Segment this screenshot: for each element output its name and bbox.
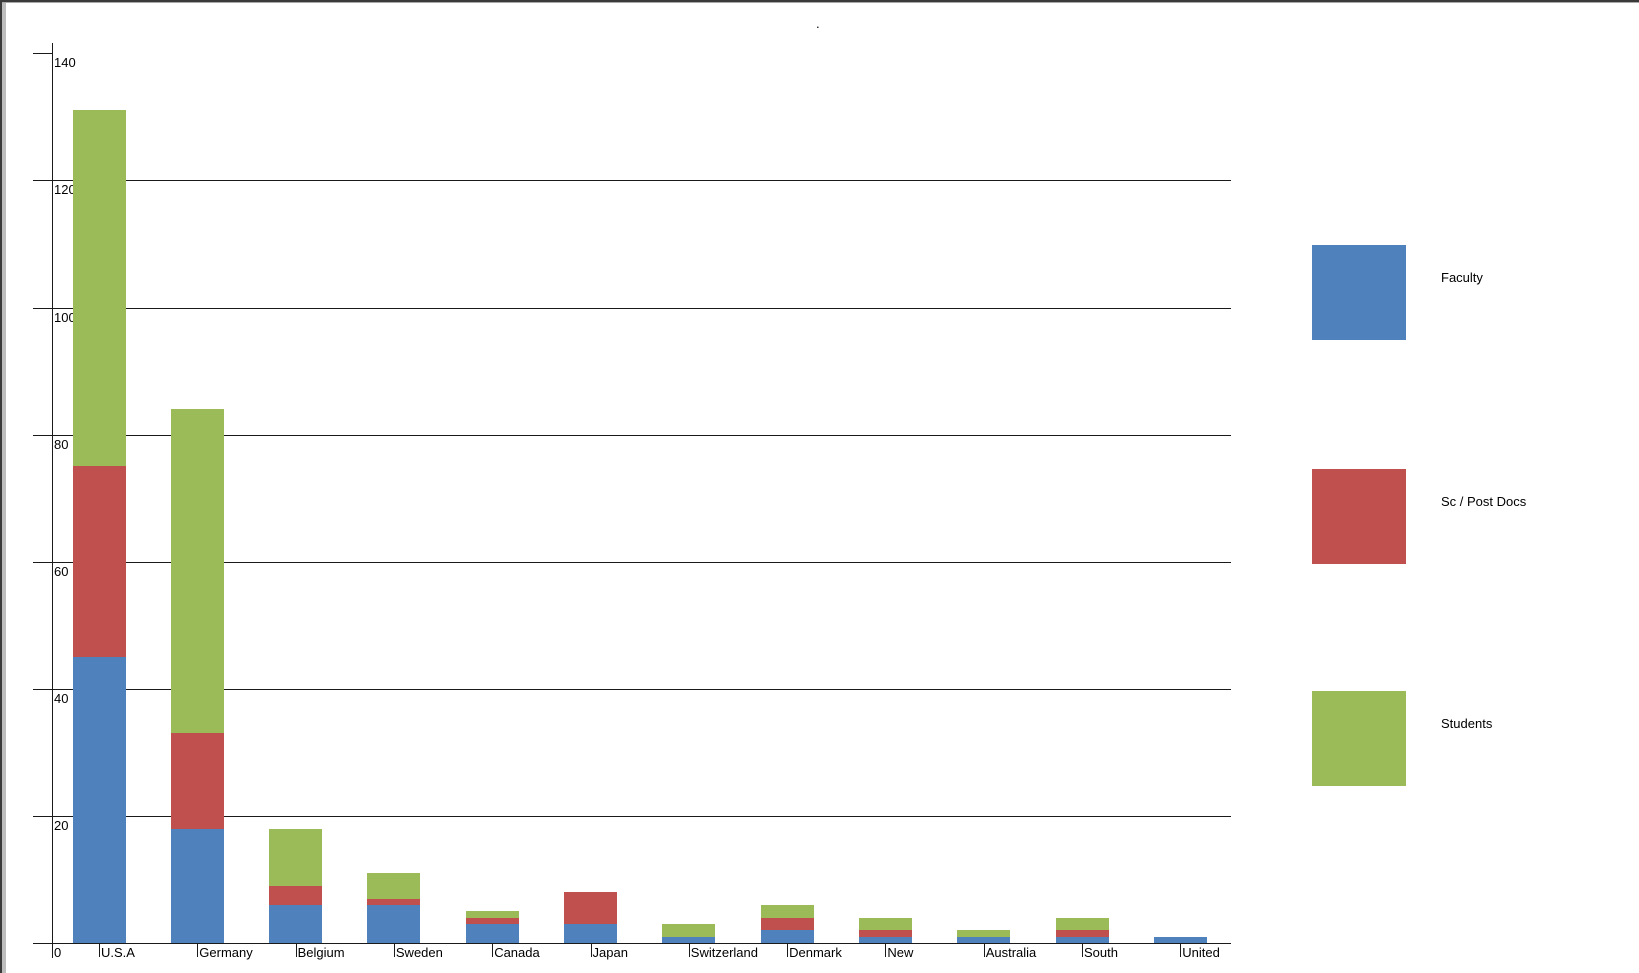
bar-segment-faculty (760, 930, 814, 943)
window-top-edge (0, 0, 1639, 2)
bar-segment-sc-post-docs (465, 917, 519, 924)
x-axis-tick (99, 943, 100, 957)
bar-segment-sc-post-docs (760, 917, 814, 931)
bar-segment-students (170, 409, 224, 734)
x-axis-category-label: United (1182, 945, 1220, 960)
bar-segment-sc-post-docs (564, 892, 617, 924)
bar-segment-students (465, 911, 519, 918)
y-axis-tick-20 (33, 815, 52, 817)
gridline-y20 (52, 815, 1231, 817)
bar-segment-students (662, 923, 716, 937)
bar-segment-students (367, 873, 421, 899)
y-axis-tick-label: 40 (54, 690, 69, 706)
bar-segment-sc-post-docs (1055, 930, 1109, 937)
x-axis-tick (393, 943, 395, 957)
x-axis-category-label: Canada (494, 945, 540, 960)
gridline-y100 (52, 307, 1231, 309)
x-axis-tick (492, 943, 494, 957)
bar-segment-faculty (72, 657, 126, 943)
x-axis-line (33, 943, 1231, 944)
y-axis-tick-label: 60 (54, 563, 69, 579)
x-axis-category-label: Sweden (395, 945, 443, 960)
legend-swatch-students (1312, 691, 1406, 786)
bar-segment-faculty (269, 904, 323, 943)
bar-segment-students (858, 917, 912, 931)
y-axis-tick-120 (33, 180, 52, 182)
x-axis-tick (885, 943, 887, 957)
legend-label-sc-post-docs: Sc / Post Docs (1441, 494, 1527, 509)
legend-label-faculty: Faculty (1441, 270, 1483, 285)
bar-segment-faculty (465, 923, 519, 943)
bar-segment-faculty (662, 936, 716, 943)
bar-segment-students (760, 904, 814, 918)
y-axis-tick-140 (33, 53, 52, 55)
bar-segment-students (1055, 917, 1109, 931)
chart-title: . (816, 16, 820, 31)
x-axis-category-label: Germany (199, 945, 253, 960)
x-axis-tick (1082, 943, 1083, 957)
x-axis-tick (688, 943, 690, 957)
y-axis-tick-100 (33, 307, 52, 309)
y-axis-tick-label: 20 (54, 817, 69, 833)
bar-segment-faculty (858, 936, 912, 943)
bar-segment-faculty (1153, 936, 1207, 943)
y-axis-tick-label: 80 (54, 436, 69, 452)
bar-segment-faculty (1055, 936, 1109, 943)
bar-segment-sc-post-docs (367, 898, 421, 905)
legend-swatch-sc-post-docs (1312, 469, 1406, 564)
x-axis-category-label: Belgium (297, 945, 345, 960)
y-axis-tick-0 (33, 943, 52, 944)
gridline-y60 (52, 561, 1231, 563)
y-axis-tick-80 (33, 434, 52, 436)
y-axis-tick-label: 100 (54, 309, 76, 325)
x-axis-category-label: South (1084, 945, 1118, 960)
y-axis-tick-60 (33, 561, 52, 563)
bar-segment-students (72, 110, 126, 467)
y-axis-tick-label: 0 (54, 945, 62, 960)
bar-segment-sc-post-docs (72, 466, 126, 658)
bar-segment-students (269, 828, 323, 886)
y-axis-tick-label: 120 (54, 182, 76, 198)
window-left-edge (0, 0, 2, 973)
window-top-edge-shadow (0, 2, 1639, 3)
x-axis-tick (295, 943, 297, 957)
x-axis-tick (590, 943, 592, 957)
bar-segment-faculty (957, 936, 1011, 943)
bar-segment-sc-post-docs (170, 733, 224, 829)
legend-label-students: Students (1441, 716, 1493, 731)
x-axis-category-label: Japan (592, 945, 628, 960)
bar-segment-sc-post-docs (269, 885, 323, 905)
bar-segment-students (957, 930, 1011, 937)
gridline-y80 (52, 434, 1231, 436)
gridline-y40 (52, 688, 1231, 690)
x-axis-tick (983, 943, 985, 957)
x-axis-tick (787, 943, 789, 957)
x-axis-category-label: Australia (985, 945, 1037, 960)
x-axis-category-label: U.S.A (101, 945, 135, 960)
y-axis-tick-40 (33, 688, 52, 690)
y-axis-tick-label: 140 (54, 55, 76, 71)
gridline-y120 (52, 180, 1231, 182)
y-axis-line (52, 43, 53, 958)
window-left-edge-shadow (2, 3, 6, 973)
bar-segment-faculty (367, 904, 421, 943)
x-axis-category-label: New (887, 945, 914, 960)
bar-segment-faculty (564, 923, 617, 943)
legend-swatch-faculty (1312, 245, 1406, 340)
x-axis-tick (197, 943, 199, 957)
bar-segment-sc-post-docs (858, 930, 912, 937)
x-axis-category-label: Switzerland (690, 945, 758, 960)
x-axis-category-label: Denmark (789, 945, 842, 960)
x-axis-tick (1180, 943, 1182, 957)
bar-segment-faculty (170, 828, 224, 943)
